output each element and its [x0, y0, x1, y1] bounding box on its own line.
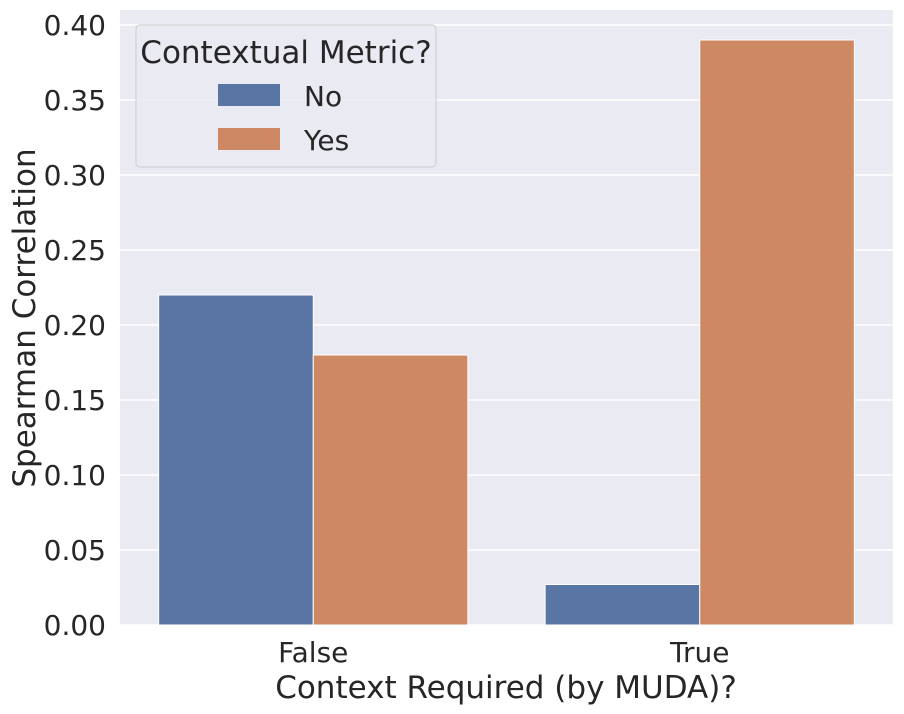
legend-label-no: No	[304, 80, 342, 113]
x-tick-label: True	[669, 636, 729, 669]
x-tick-label: False	[278, 636, 348, 669]
x-axis-label: Context Required (by MUDA)?	[275, 670, 737, 706]
y-tick-label: 0.00	[44, 609, 106, 642]
bar-yes-false	[312, 354, 469, 626]
x-tick-labels: False True	[278, 636, 729, 669]
legend-swatch-no	[218, 84, 280, 106]
y-axis-label: Spearman Correlation	[7, 148, 43, 487]
y-tick-label: 0.15	[44, 384, 106, 417]
bar-yes-true	[699, 39, 855, 626]
y-tick-label: 0.10	[44, 459, 106, 492]
y-tick-label: 0.20	[44, 309, 106, 342]
y-tick-label: 0.25	[44, 234, 106, 267]
legend-label-yes: Yes	[303, 124, 349, 157]
y-tick-labels: 0.00 0.05 0.10 0.15 0.20 0.25 0.30 0.35 0.40	[44, 9, 106, 642]
bar-no-true	[544, 584, 701, 626]
legend-swatch-yes	[218, 128, 280, 150]
y-tick-label: 0.05	[44, 534, 106, 567]
bar-no-false	[158, 294, 314, 626]
bars	[158, 39, 855, 626]
legend: Contextual Metric? No Yes	[135, 24, 437, 168]
y-tick-label: 0.35	[44, 84, 106, 117]
legend-frame	[135, 24, 437, 168]
legend-title: Contextual Metric?	[140, 35, 431, 71]
y-tick-label: 0.30	[44, 159, 106, 192]
y-tick-label: 0.40	[44, 9, 106, 42]
